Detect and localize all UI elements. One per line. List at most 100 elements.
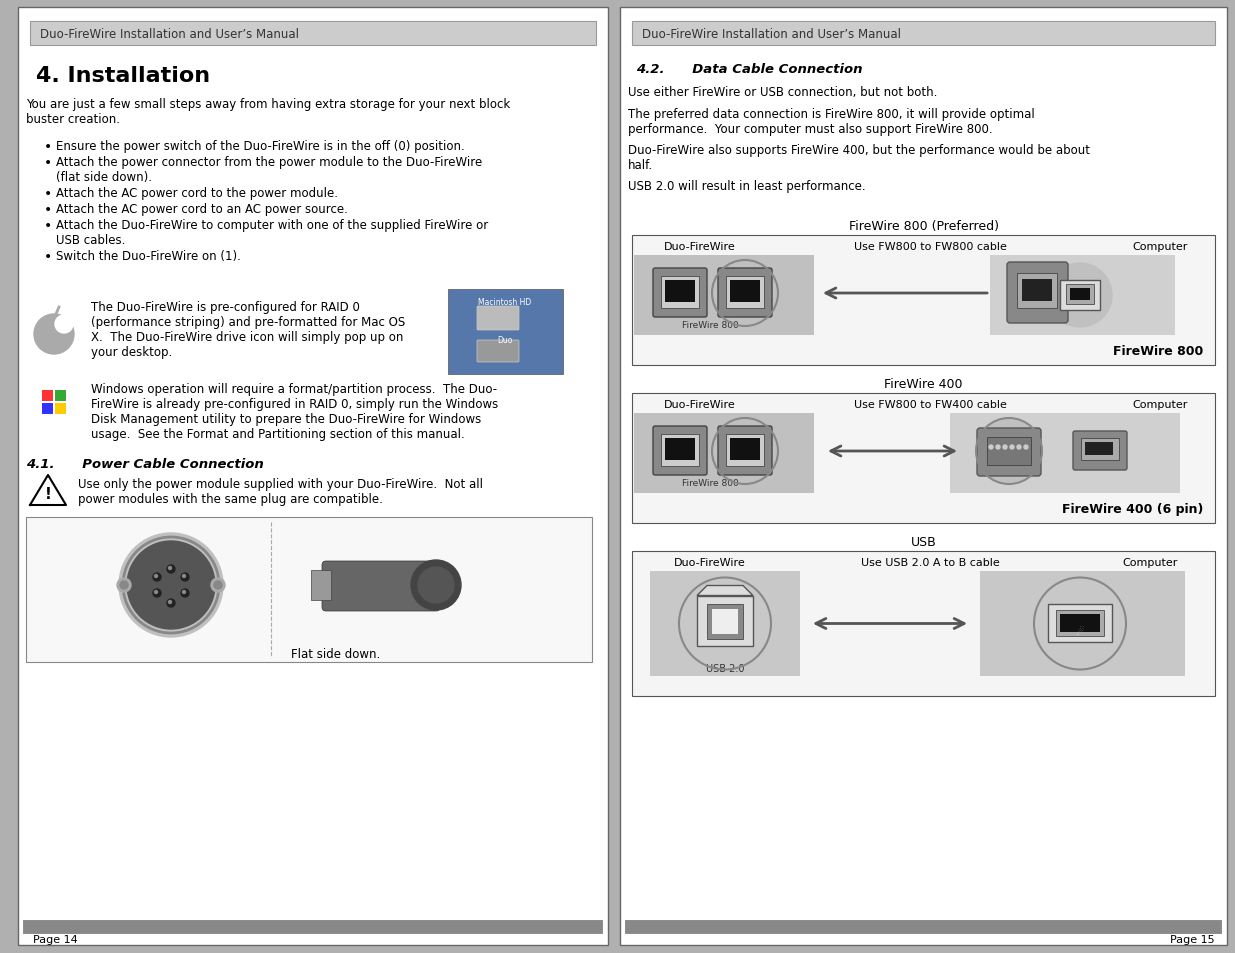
Text: FireWire 800: FireWire 800 xyxy=(682,320,739,330)
FancyBboxPatch shape xyxy=(730,438,760,460)
Text: USB 2.0 will result in least performance.: USB 2.0 will result in least performance… xyxy=(629,180,866,193)
Text: Page 14: Page 14 xyxy=(33,934,78,944)
FancyBboxPatch shape xyxy=(1086,442,1113,456)
FancyBboxPatch shape xyxy=(1070,289,1091,301)
Circle shape xyxy=(1024,446,1028,450)
Text: Flat side down.: Flat side down. xyxy=(291,647,380,660)
Circle shape xyxy=(182,574,189,581)
FancyBboxPatch shape xyxy=(26,517,592,662)
Text: Computer: Computer xyxy=(1132,399,1188,410)
FancyBboxPatch shape xyxy=(632,235,1215,366)
Circle shape xyxy=(978,419,1042,483)
Text: 4.2.      Data Cable Connection: 4.2. Data Cable Connection xyxy=(636,63,862,76)
Text: Use either FireWire or USB connection, but not both.: Use either FireWire or USB connection, b… xyxy=(629,86,937,99)
Circle shape xyxy=(153,589,161,598)
FancyBboxPatch shape xyxy=(322,561,440,612)
Text: FireWire 800 (Preferred): FireWire 800 (Preferred) xyxy=(848,220,999,233)
FancyBboxPatch shape xyxy=(718,269,772,317)
FancyBboxPatch shape xyxy=(697,596,753,646)
Circle shape xyxy=(154,575,158,578)
Text: The Duo-FireWire is pre-configured for RAID 0
(performance striping) and pre-for: The Duo-FireWire is pre-configured for R… xyxy=(91,301,405,358)
FancyBboxPatch shape xyxy=(56,403,65,415)
Text: Use FW800 to FW800 cable: Use FW800 to FW800 cable xyxy=(853,242,1007,252)
FancyBboxPatch shape xyxy=(664,281,695,303)
Circle shape xyxy=(168,601,172,604)
FancyBboxPatch shape xyxy=(1081,438,1119,460)
Text: Duo-FireWire Installation and User’s Manual: Duo-FireWire Installation and User’s Man… xyxy=(40,28,299,40)
FancyBboxPatch shape xyxy=(950,414,1179,494)
FancyBboxPatch shape xyxy=(661,435,699,467)
Text: Macintosh HD: Macintosh HD xyxy=(478,297,531,307)
FancyBboxPatch shape xyxy=(1060,614,1100,632)
Text: •: • xyxy=(44,140,52,153)
Text: USB: USB xyxy=(910,536,936,548)
Circle shape xyxy=(1003,446,1007,450)
Text: !: ! xyxy=(44,487,52,502)
Text: Duo-FireWire: Duo-FireWire xyxy=(664,242,736,252)
Circle shape xyxy=(119,534,224,638)
Circle shape xyxy=(211,578,225,593)
Text: Page 15: Page 15 xyxy=(1171,934,1215,944)
Circle shape xyxy=(214,581,222,589)
Text: Ensure the power switch of the Duo-FireWire is in the off (0) position.: Ensure the power switch of the Duo-FireW… xyxy=(56,140,464,152)
Polygon shape xyxy=(697,586,753,596)
Circle shape xyxy=(1049,264,1112,328)
Circle shape xyxy=(35,314,74,355)
FancyBboxPatch shape xyxy=(1023,280,1052,302)
Text: USB 2.0: USB 2.0 xyxy=(705,664,745,674)
FancyBboxPatch shape xyxy=(1066,285,1094,305)
FancyBboxPatch shape xyxy=(42,403,53,415)
Text: Use only the power module supplied with your Duo-FireWire.  Not all
power module: Use only the power module supplied with … xyxy=(78,477,483,505)
Text: Duo-FireWire Installation and User’s Manual: Duo-FireWire Installation and User’s Man… xyxy=(642,28,902,40)
Text: FireWire 800: FireWire 800 xyxy=(682,478,739,488)
Text: Attach the Duo-FireWire to computer with one of the supplied FireWire or
USB cab: Attach the Duo-FireWire to computer with… xyxy=(56,219,488,247)
Circle shape xyxy=(1016,446,1021,450)
Text: Attach the AC power cord to an AC power source.: Attach the AC power cord to an AC power … xyxy=(56,203,348,215)
FancyBboxPatch shape xyxy=(664,438,695,460)
Circle shape xyxy=(411,560,461,610)
Text: Attach the power connector from the power module to the Duo-FireWire
(flat side : Attach the power connector from the powe… xyxy=(56,156,482,184)
Circle shape xyxy=(127,541,215,629)
Text: •: • xyxy=(44,250,52,264)
Circle shape xyxy=(154,591,158,594)
FancyBboxPatch shape xyxy=(981,572,1186,677)
Text: 4. Installation: 4. Installation xyxy=(36,66,210,86)
FancyBboxPatch shape xyxy=(632,552,1215,697)
FancyBboxPatch shape xyxy=(1073,432,1128,471)
Text: •: • xyxy=(44,187,52,201)
FancyBboxPatch shape xyxy=(634,255,814,335)
FancyBboxPatch shape xyxy=(726,276,764,309)
FancyBboxPatch shape xyxy=(653,269,706,317)
Circle shape xyxy=(417,567,454,603)
Text: •: • xyxy=(44,156,52,170)
FancyBboxPatch shape xyxy=(620,8,1228,945)
Circle shape xyxy=(120,581,128,589)
Circle shape xyxy=(995,446,1000,450)
Circle shape xyxy=(168,567,172,570)
FancyBboxPatch shape xyxy=(713,609,739,634)
Text: Computer: Computer xyxy=(1123,558,1178,567)
FancyBboxPatch shape xyxy=(1016,274,1057,309)
FancyBboxPatch shape xyxy=(1007,263,1068,324)
FancyBboxPatch shape xyxy=(632,394,1215,523)
Polygon shape xyxy=(30,476,65,505)
Circle shape xyxy=(182,589,189,598)
FancyBboxPatch shape xyxy=(990,255,1174,335)
Circle shape xyxy=(183,591,185,594)
Circle shape xyxy=(1010,446,1014,450)
Text: Windows operation will require a format/partition process.  The Duo-
FireWire is: Windows operation will require a format/… xyxy=(91,382,498,440)
FancyBboxPatch shape xyxy=(1049,604,1112,641)
FancyBboxPatch shape xyxy=(56,391,65,401)
FancyBboxPatch shape xyxy=(977,429,1041,476)
Circle shape xyxy=(56,315,73,334)
Text: Attach the AC power cord to the power module.: Attach the AC power cord to the power mo… xyxy=(56,187,338,200)
Text: The preferred data connection is FireWire 800, it will provide optimal
performan: The preferred data connection is FireWir… xyxy=(629,108,1035,136)
FancyBboxPatch shape xyxy=(661,276,699,309)
Text: Computer: Computer xyxy=(1132,242,1188,252)
FancyBboxPatch shape xyxy=(42,391,53,401)
FancyBboxPatch shape xyxy=(477,340,519,363)
FancyBboxPatch shape xyxy=(706,604,743,639)
Text: 4.1.      Power Cable Connection: 4.1. Power Cable Connection xyxy=(26,457,264,471)
FancyBboxPatch shape xyxy=(448,290,563,375)
Circle shape xyxy=(183,575,185,578)
